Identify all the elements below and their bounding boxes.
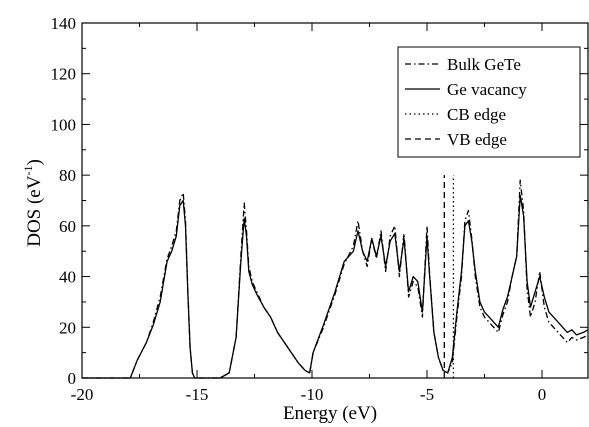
legend-label-cb-edge: CB edge — [447, 105, 506, 124]
legend-item-ge-vacancy: Ge vacancy — [405, 80, 527, 99]
y-tick-label: 100 — [51, 115, 77, 134]
x-tick-label: 0 — [538, 385, 547, 404]
x-tick-label: -10 — [301, 385, 324, 404]
axis-ticks: -20 -15 -10 -5 0 0 20 40 60 80 100 120 140 — [51, 14, 588, 404]
legend-label-ge-vacancy: Ge vacancy — [447, 80, 527, 99]
y-tick-label: 120 — [51, 65, 77, 84]
y-tick-label: 60 — [59, 217, 76, 236]
legend-item-cb-edge: CB edge — [405, 105, 506, 124]
y-tick-label: 0 — [68, 369, 77, 388]
series-line-ge-vacancy — [82, 194, 589, 379]
y-tick-label: 40 — [59, 268, 76, 287]
y-tick-label: 140 — [51, 14, 77, 33]
legend-item-vb-edge: VB edge — [405, 130, 507, 149]
legend-label-bulk-gete: Bulk GeTe — [447, 55, 521, 74]
y-axis-title-close: ) — [24, 159, 45, 165]
legend-label-vb-edge: VB edge — [447, 130, 507, 149]
x-tick-label: -5 — [420, 385, 434, 404]
y-tick-label: 20 — [59, 318, 76, 337]
x-axis-title: Energy (eV) — [283, 403, 377, 424]
y-axis-title-superscript: -1 — [21, 166, 35, 176]
x-tick-label: -20 — [71, 385, 94, 404]
plot-area — [82, 175, 589, 379]
y-tick-label: 80 — [59, 166, 76, 185]
legend: Bulk GeTe Ge vacancy CB edge VB edge — [397, 46, 581, 158]
x-tick-label: -15 — [186, 385, 209, 404]
plot-frame — [81, 22, 589, 379]
y-axis-title-main: DOS (eV — [24, 175, 45, 247]
y-axis-title: DOS (eV-1) — [21, 159, 45, 247]
legend-item-bulk-gete: Bulk GeTe — [405, 55, 521, 74]
